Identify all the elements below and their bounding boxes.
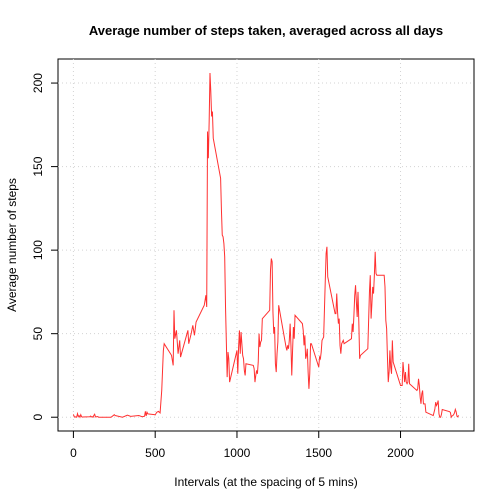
x-tick-label: 2000 xyxy=(387,446,414,460)
x-tick-label: 0 xyxy=(70,446,77,460)
x-tick-label: 500 xyxy=(145,446,165,460)
y-axis-label: Average number of steps xyxy=(5,178,19,312)
plot-frame xyxy=(57,58,475,432)
chart-title: Average number of steps taken, averaged … xyxy=(89,23,443,38)
y-tick-label: 100 xyxy=(31,240,45,260)
y-tick-label: 150 xyxy=(31,156,45,176)
y-tick-label: 0 xyxy=(31,414,45,421)
y-tick-label: 200 xyxy=(31,73,45,93)
data-line xyxy=(72,73,460,419)
x-axis-label: Intervals (at the spacing of 5 mins) xyxy=(174,475,357,489)
x-tick-label: 1500 xyxy=(305,446,332,460)
y-tick-label: 50 xyxy=(31,327,45,341)
x-tick-label: 1000 xyxy=(224,446,251,460)
